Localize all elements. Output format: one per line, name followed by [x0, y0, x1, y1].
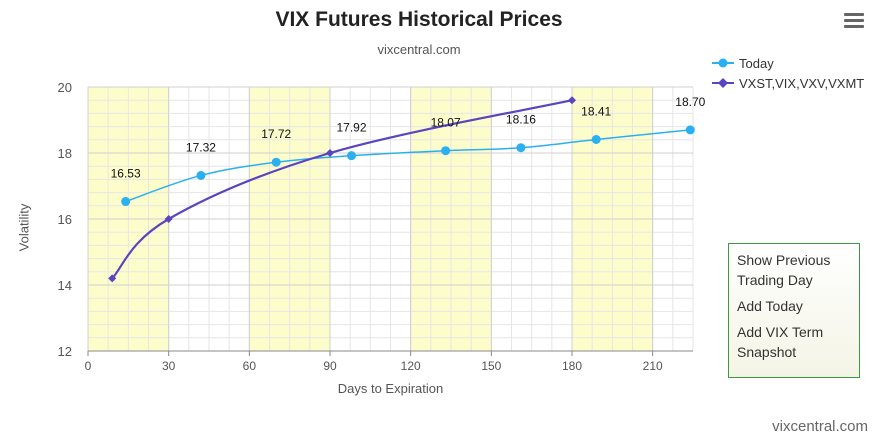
diamond-marker-icon — [712, 78, 734, 88]
x-tick-label: 0 — [85, 359, 92, 373]
hamburger-menu-icon[interactable] — [842, 10, 866, 32]
y-tick-label: 16 — [58, 212, 72, 227]
x-tick-label: 30 — [162, 359, 176, 373]
x-tick-label: 180 — [562, 359, 582, 373]
axes: 0 30 60 90 120 150 180 210 12 14 16 18 20 — [58, 80, 693, 373]
chart-title: VIX Futures Historical Prices — [275, 8, 563, 31]
legend-item-term[interactable]: VXST,VIX,VXV,VXMT — [712, 73, 864, 93]
data-point-diamond — [108, 274, 117, 283]
data-label: 17.92 — [336, 121, 366, 135]
x-tick-label: 150 — [481, 359, 501, 373]
grid — [87, 86, 694, 352]
legend: Today VXST,VIX,VXV,VXMT — [712, 53, 864, 93]
legend-item-today[interactable]: Today — [712, 53, 864, 73]
data-point-circle — [121, 197, 131, 207]
chart-subtitle: vixcentral.com — [377, 42, 461, 57]
legend-label-term: VXST,VIX,VXV,VXMT — [739, 75, 865, 91]
data-label: 18.41 — [581, 104, 611, 118]
y-tick-label: 18 — [58, 146, 72, 161]
add-today-link[interactable]: Add Today — [737, 298, 803, 314]
data-point-diamond — [164, 215, 173, 223]
y-tick-label: 14 — [58, 278, 72, 293]
x-tick-label: 120 — [401, 359, 421, 373]
add-vix-term-link[interactable]: Add VIX Term Snapshot — [737, 324, 824, 360]
data-label: 18.70 — [675, 95, 705, 109]
data-label: 16.53 — [111, 167, 141, 181]
data-labels: 16.53 17.32 17.72 17.92 18.07 18.16 18.41 18.70 — [111, 95, 706, 181]
x-axis-label: Days to Expiration — [337, 381, 444, 396]
data-point-diamond — [568, 96, 576, 105]
data-point-circle — [441, 146, 451, 156]
data-label: 18.16 — [506, 113, 536, 127]
series-line-1 — [111, 99, 573, 280]
data-point-circle — [196, 170, 206, 180]
options-panel: Show Previous Trading Day Add Today Add … — [728, 243, 860, 378]
credit-text: vixcentral.com — [772, 418, 868, 435]
data-point-diamond — [326, 149, 334, 157]
data-point-circle — [516, 143, 526, 153]
data-point-circle — [271, 157, 281, 167]
x-tick-label: 90 — [323, 359, 337, 373]
x-tick-label: 60 — [243, 359, 257, 373]
data-label: 17.72 — [261, 127, 291, 141]
data-point-circle — [347, 151, 357, 161]
circle-marker-icon — [712, 58, 734, 68]
data-label: 18.07 — [431, 116, 461, 130]
y-tick-label: 12 — [58, 344, 72, 359]
legend-label-today: Today — [739, 55, 774, 71]
data-label: 17.32 — [186, 140, 216, 154]
series-layer — [108, 96, 695, 283]
data-point-circle — [591, 134, 601, 144]
x-tick-label: 210 — [643, 359, 663, 373]
data-point-circle — [685, 125, 695, 135]
show-previous-day-link[interactable]: Show Previous Trading Day — [737, 252, 831, 288]
y-axis-label: Volatility — [16, 203, 32, 252]
y-tick-label: 20 — [58, 80, 72, 95]
